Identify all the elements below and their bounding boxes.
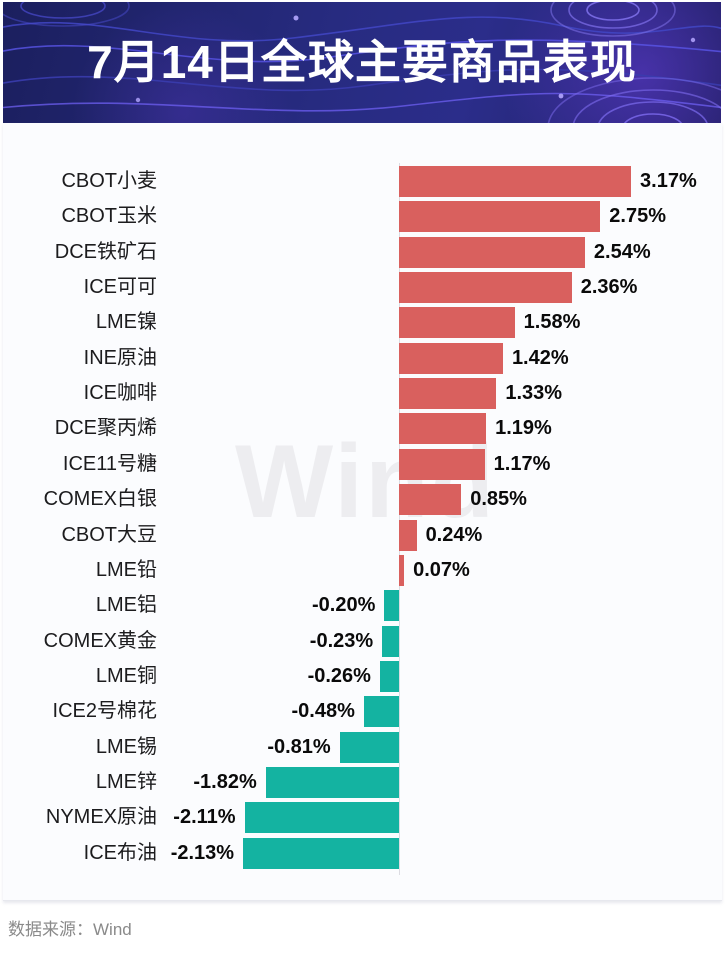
bar-row: COMEX黄金 -0.23%: [3, 625, 722, 657]
category-label: ICE布油: [83, 841, 157, 864]
bar-row: ICE可可 2.36%: [3, 272, 722, 304]
value-label: 2.36%: [580, 276, 638, 299]
category-label: INE原油: [83, 346, 157, 369]
value-label: 1.19%: [495, 417, 552, 440]
positive-bar: [399, 236, 585, 268]
category-label: ICE11号糖: [62, 452, 157, 475]
category-label: ICE可可: [83, 276, 157, 299]
value-label: -2.11%: [173, 806, 236, 829]
bar-row: CBOT玉米 2.75%: [3, 201, 722, 233]
category-label: LME锌: [95, 770, 157, 793]
positive-bar: [399, 201, 601, 233]
negative-bar: [379, 660, 399, 692]
category-label: LME锡: [95, 735, 157, 758]
positive-bar: [399, 413, 487, 445]
category-label: LME镍: [95, 311, 157, 334]
positive-bar: [399, 519, 417, 551]
positive-bar: [399, 307, 515, 339]
value-label: 1.42%: [511, 346, 569, 369]
value-label: -0.20%: [311, 594, 376, 617]
bar-row: LME铝 -0.20%: [3, 590, 722, 622]
bar-row: DCE铁矿石 2.54%: [3, 236, 722, 268]
page-title: 7月14日全球主要商品表现: [87, 36, 637, 88]
negative-bar: [384, 590, 399, 622]
bar-row: DCE聚丙烯 1.19%: [3, 413, 722, 445]
negative-bar: [265, 766, 399, 798]
value-label: -0.26%: [307, 664, 371, 687]
negative-bar: [339, 731, 399, 763]
positive-bar: [399, 166, 632, 197]
bar-row: ICE11号糖 1.17%: [3, 448, 722, 480]
value-label: 3.17%: [640, 170, 697, 192]
value-label: 0.24%: [425, 523, 483, 546]
value-label: 1.58%: [523, 311, 581, 334]
bar-row: CBOT大豆 0.24%: [3, 519, 722, 551]
category-label: NYMEX原油: [45, 806, 157, 829]
bar-row: LME铜 -0.26%: [3, 660, 722, 692]
category-label: COMEX白银: [43, 488, 157, 511]
data-source-label: 数据来源：Wind: [8, 920, 132, 939]
value-label: -2.13%: [170, 841, 235, 864]
negative-bar: [244, 802, 399, 834]
value-label: -0.23%: [309, 629, 374, 652]
bar-row: COMEX白银 0.85%: [3, 484, 722, 516]
bar-row: LME镍 1.58%: [3, 307, 722, 339]
negative-bar: [382, 625, 399, 657]
positive-bar: [399, 342, 503, 374]
bar-row: INE原油 1.42%: [3, 342, 722, 374]
positive-bar: [399, 484, 462, 516]
bar-row: ICE2号棉花 -0.48%: [3, 696, 722, 728]
category-label: CBOT大豆: [61, 523, 157, 546]
value-label: -0.48%: [291, 700, 355, 723]
bar-row: CBOT小麦 3.17%: [3, 166, 722, 197]
category-label: CBOT小麦: [61, 170, 157, 192]
negative-bar: [243, 837, 399, 869]
bar-row: LME铅 0.07%: [3, 554, 722, 586]
negative-bar: [363, 696, 399, 728]
value-label: -1.82%: [193, 770, 257, 793]
positive-bar: [399, 272, 572, 304]
category-label: DCE聚丙烯: [54, 417, 157, 440]
bar-row: NYMEX原油 -2.11%: [3, 802, 722, 834]
value-label: -0.81%: [267, 735, 331, 758]
value-label: 0.07%: [413, 558, 470, 581]
category-label: ICE2号棉花: [52, 700, 157, 723]
zero-axis-line: [399, 163, 400, 875]
bar-row: LME锡 -0.81%: [3, 731, 722, 763]
contour-pattern-icon: [3, 2, 721, 123]
category-label: COMEX黄金: [43, 629, 157, 652]
chart-area: CBOT小麦 3.17% CBOT玉米 2.75% DCE铁矿石 2.54% ICE可可 2.…: [3, 123, 722, 900]
value-label: 2.75%: [609, 205, 667, 228]
category-label: LME铅: [95, 558, 157, 581]
category-label: LME铜: [95, 664, 157, 687]
header-banner: 7月14日全球主要商品表现: [3, 2, 721, 123]
value-label: 0.85%: [470, 488, 527, 511]
positive-bar: [399, 448, 485, 480]
positive-bar: [399, 554, 405, 586]
category-label: LME铝: [95, 594, 157, 617]
category-label: DCE铁矿石: [54, 240, 157, 263]
value-label: 1.33%: [505, 382, 563, 405]
value-label: 2.54%: [593, 240, 651, 263]
bar-row: ICE布油 -2.13%: [3, 837, 722, 869]
category-label: ICE咖啡: [83, 382, 157, 405]
positive-bar: [399, 378, 497, 410]
bar-row: LME锌 -1.82%: [3, 766, 722, 798]
value-label: 1.17%: [493, 452, 551, 475]
bar-row: ICE咖啡 1.33%: [3, 378, 722, 410]
category-label: CBOT玉米: [61, 205, 157, 228]
chart-card: Wind CBOT小麦 3.17% CBOT玉米 2.75% DCE铁矿石 2.54% IC…: [3, 123, 722, 901]
